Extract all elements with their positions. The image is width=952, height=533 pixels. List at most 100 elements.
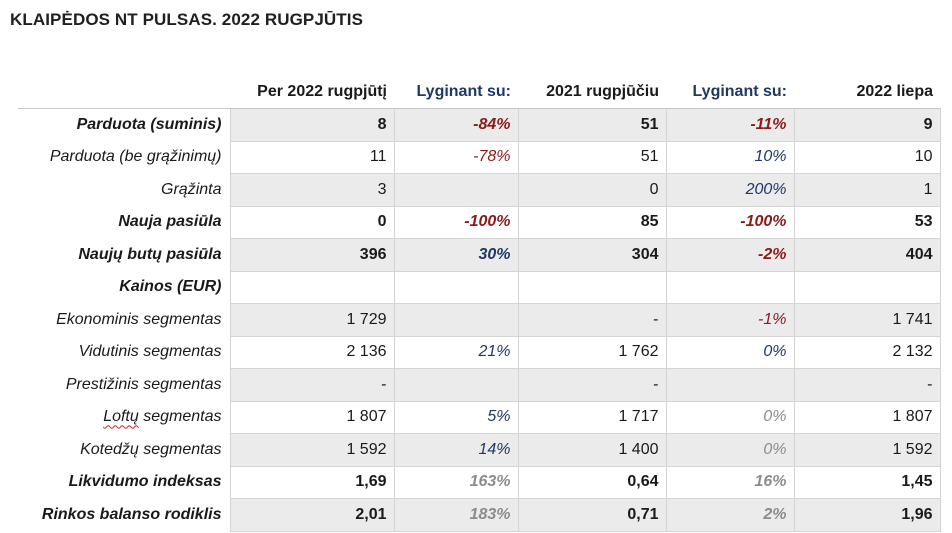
table-cell — [393, 270, 519, 304]
table-row: Naujų butų pasiūla 396 30% 304 -2% 404 — [18, 238, 941, 272]
table-cell: -1% — [665, 303, 795, 337]
table-cell: 10% — [665, 140, 795, 174]
table-cell: 0 — [517, 173, 667, 207]
header-current-month: Per 2022 rugpjūtį — [230, 76, 394, 109]
table-cell: 404 — [793, 238, 941, 272]
table-cell: 1 741 — [793, 303, 941, 337]
table-cell: - — [229, 368, 395, 402]
table-cell: 2% — [665, 498, 795, 532]
table-cell: 1 — [793, 173, 941, 207]
table-cell: -2% — [665, 238, 795, 272]
table-cell: 0% — [665, 335, 795, 369]
table-row: Parduota (be grąžinimų) 11 -78% 51 10% 10 — [18, 140, 941, 174]
table-cell — [393, 303, 519, 337]
table-row: Vidutinis segmentas 2 136 21% 1 762 0% 2 132 — [18, 335, 941, 369]
table-cell — [517, 270, 667, 304]
table-cell: 5% — [393, 400, 519, 434]
table-cell: 0 — [229, 205, 395, 239]
table-cell: 1 400 — [517, 433, 667, 467]
table-cell: - — [517, 303, 667, 337]
table-cell: 11 — [229, 140, 395, 174]
table-row: Nauja pasiūla 0 -100% 85 -100% 53 — [18, 205, 941, 239]
table-cell: 21% — [393, 335, 519, 369]
table-cell — [229, 270, 395, 304]
market-pulse-table: Per 2022 rugpjūtį Lyginant su: 2021 rugp… — [18, 76, 941, 532]
table-cell: 1 807 — [793, 400, 941, 434]
table-cell: 1 592 — [229, 433, 395, 467]
header-compare-1: Lyginant su: — [394, 76, 518, 109]
table-cell: 2 136 — [229, 335, 395, 369]
header-blank — [18, 76, 230, 109]
row-label: Kainos (EUR) — [18, 271, 230, 304]
header-last-year: 2021 rugpjūčiu — [518, 76, 666, 109]
table-cell — [665, 270, 795, 304]
table-cell: -84% — [393, 108, 519, 142]
table-row: Parduota (suminis) 8 -84% 51 -11% 9 — [18, 108, 941, 142]
table-cell: 0% — [665, 433, 795, 467]
table-cell: 0,64 — [517, 465, 667, 499]
table-cell: 10 — [793, 140, 941, 174]
row-label: Vidutinis segmentas — [18, 336, 230, 369]
table-cell: 8 — [229, 108, 395, 142]
table-row: Ekonominis segmentas 1 729 - -1% 1 741 — [18, 303, 941, 337]
row-label: Grąžinta — [18, 173, 230, 206]
table-cell: -100% — [665, 205, 795, 239]
row-label: Ekonominis segmentas — [18, 303, 230, 336]
page-title: KLAIPĖDOS NT PULSAS. 2022 RUGPJŪTIS — [10, 10, 364, 29]
table-cell: 85 — [517, 205, 667, 239]
table-cell: 183% — [393, 498, 519, 532]
table-row: Prestižinis segmentas - - - — [18, 368, 941, 402]
row-label: Naujų butų pasiūla — [18, 238, 230, 271]
table-row: Kotedžų segmentas 1 592 14% 1 400 0% 1 592 — [18, 433, 941, 467]
table-row: Kainos (EUR) — [18, 270, 941, 304]
table-cell: -100% — [393, 205, 519, 239]
row-label: Parduota (suminis) — [18, 108, 230, 141]
table-cell: 200% — [665, 173, 795, 207]
table-row: Loftų segmentas 1 807 5% 1 717 0% 1 807 — [18, 400, 941, 434]
table-cell: 0,71 — [517, 498, 667, 532]
table-cell: 1 807 — [229, 400, 395, 434]
row-label: Rinkos balanso rodiklis — [18, 498, 230, 531]
table-row: Likvidumo indeksas 1,69 163% 0,64 16% 1,45 — [18, 465, 941, 499]
table-body: Parduota (suminis) 8 -84% 51 -11% 9 Parduota (… — [18, 108, 941, 532]
table-cell: 30% — [393, 238, 519, 272]
table-cell: 3 — [229, 173, 395, 207]
row-label: Loftų segmentas — [18, 401, 230, 434]
table-cell — [393, 173, 519, 207]
table-cell: 53 — [793, 205, 941, 239]
table-cell: 1 592 — [793, 433, 941, 467]
row-label: Prestižinis segmentas — [18, 368, 230, 401]
row-label: Nauja pasiūla — [18, 206, 230, 239]
table-cell — [793, 270, 941, 304]
header-compare-2: Lyginant su: — [666, 76, 794, 109]
table-cell: 1 717 — [517, 400, 667, 434]
table-cell: 2 132 — [793, 335, 941, 369]
table-cell: 1 762 — [517, 335, 667, 369]
row-label: Likvidumo indeksas — [18, 466, 230, 499]
table-cell: 51 — [517, 140, 667, 174]
table-cell: 2,01 — [229, 498, 395, 532]
table-cell: 1,45 — [793, 465, 941, 499]
table-cell: -78% — [393, 140, 519, 174]
table-cell: 51 — [517, 108, 667, 142]
spellcheck-word: Loftų — [103, 408, 139, 426]
table-cell: 304 — [517, 238, 667, 272]
header-last-month: 2022 liepa — [794, 76, 940, 109]
table-cell: 163% — [393, 465, 519, 499]
table-cell: 1,69 — [229, 465, 395, 499]
row-label: Kotedžų segmentas — [18, 433, 230, 466]
table-row: Grąžinta 3 0 200% 1 — [18, 173, 941, 207]
table-cell: -11% — [665, 108, 795, 142]
table-cell: 1,96 — [793, 498, 941, 532]
table-cell: - — [793, 368, 941, 402]
table-cell: 14% — [393, 433, 519, 467]
table-cell: 1 729 — [229, 303, 395, 337]
table-cell: 396 — [229, 238, 395, 272]
table-cell: - — [517, 368, 667, 402]
row-label: Parduota (be grąžinimų) — [18, 141, 230, 174]
table-cell: 0% — [665, 400, 795, 434]
table-cell — [665, 368, 795, 402]
table-row: Rinkos balanso rodiklis 2,01 183% 0,71 2% 1,9… — [18, 498, 941, 532]
table-cell: 9 — [793, 108, 941, 142]
table-cell — [393, 368, 519, 402]
